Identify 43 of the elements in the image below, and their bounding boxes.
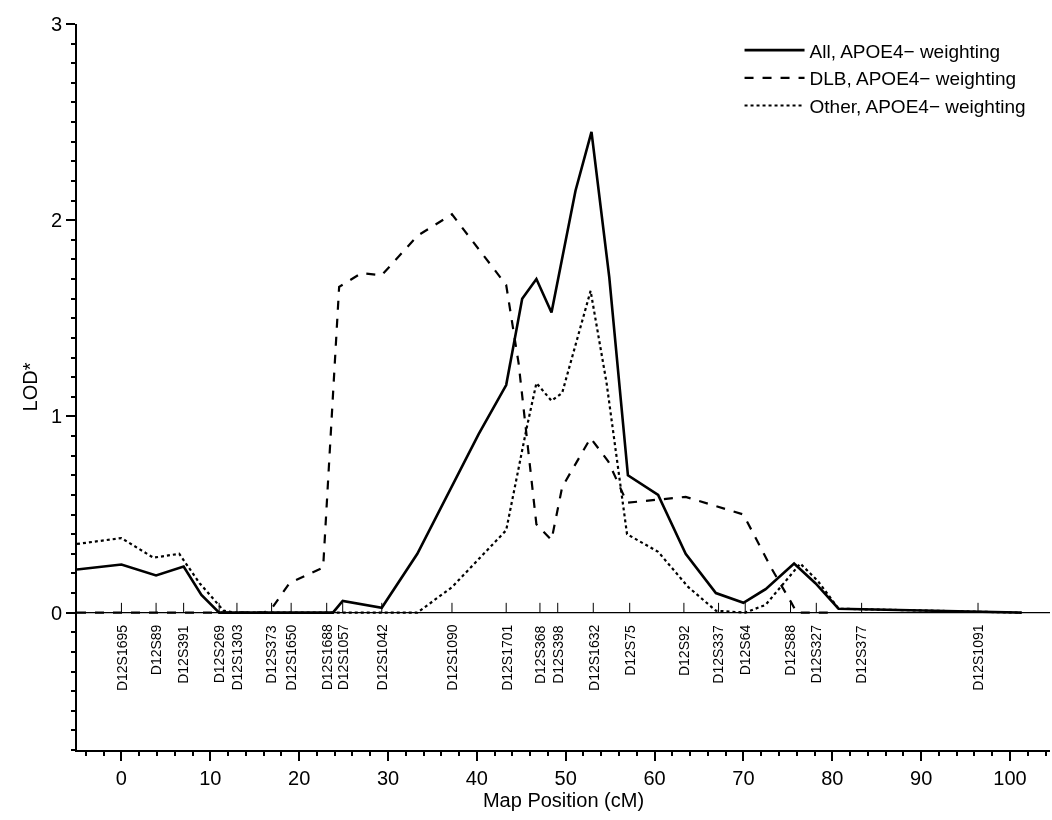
annotation: D12S1695 — [113, 624, 130, 692]
annotation: D12S1688 — [319, 623, 336, 691]
annotation: D12S269 — [211, 624, 228, 684]
x-tick-label: 100 — [993, 767, 1027, 789]
annotation: D12S75 — [621, 625, 638, 676]
annotation: D12S337 — [710, 625, 727, 684]
x-tick-label: 80 — [821, 767, 844, 789]
annotation: D12S1057 — [335, 623, 352, 691]
x-tick-label: 90 — [910, 767, 933, 789]
annotation: D12S1701 — [498, 624, 515, 691]
annotation: D12S1042 — [374, 624, 391, 691]
legend-label: Other, APOE4− weighting — [809, 95, 1026, 117]
x-tick-label: 0 — [115, 767, 127, 789]
annotation: D12S89 — [147, 624, 164, 676]
y-tick-label: 3 — [50, 13, 62, 35]
x-tick-label: 10 — [199, 767, 222, 789]
annotation: D12S377 — [853, 625, 870, 684]
annotation: D12S1632 — [585, 624, 602, 691]
annotation: D12S373 — [263, 625, 280, 684]
annotation: D12S398 — [549, 625, 566, 684]
y-tick-label: 0 — [50, 601, 62, 624]
x-tick-label: 40 — [465, 767, 488, 789]
legend-label: DLB, APOE4− weighting — [809, 68, 1017, 90]
annotation: D12S88 — [782, 624, 799, 676]
x-tick-label: 30 — [376, 767, 400, 789]
annotation: D12S391 — [175, 625, 192, 684]
x-tick-label: 70 — [732, 767, 755, 789]
annotation: D12S1650 — [283, 624, 300, 691]
y-axis-title: LOD* — [18, 362, 41, 412]
annotation: D12S368 — [531, 625, 548, 685]
annotation: D12S1090 — [444, 624, 461, 691]
annotation: D12S1303 — [229, 624, 246, 691]
annotation: D12S327 — [808, 624, 825, 684]
x-tick-label: 60 — [643, 767, 666, 789]
annotation: D12S92 — [675, 625, 692, 677]
y-tick-label: 1 — [50, 405, 62, 428]
x-tick-label: 50 — [554, 767, 577, 789]
x-axis-title: Map Position (cM) — [482, 789, 645, 811]
annotation: D12S1091 — [970, 624, 987, 691]
y-tick-label: 2 — [50, 209, 62, 232]
annotation: D12S64 — [737, 624, 754, 676]
x-tick-label: 20 — [288, 767, 311, 789]
legend-label: All, APOE4− weighting — [809, 40, 1001, 62]
